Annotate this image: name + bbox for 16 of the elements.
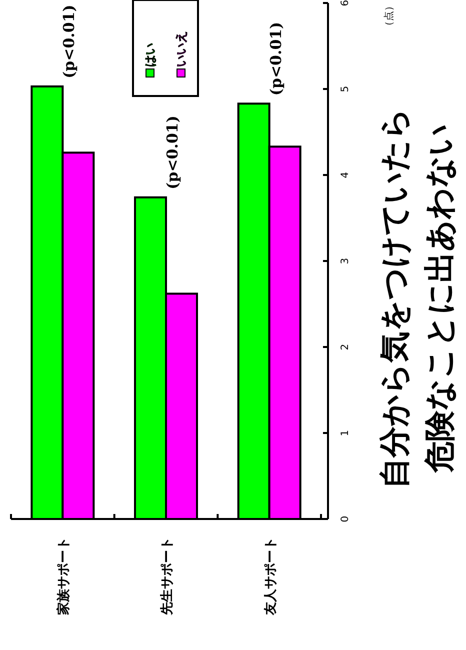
y-tick-label: 5 [340,86,351,92]
x-tick-label: 家族サポート [56,537,72,616]
legend: はい いいえ [132,0,199,97]
y-tick-label: 0 [340,516,351,522]
y-tick-label: 2 [340,344,351,350]
y-tick-label: 6 [340,0,351,6]
annotation: (p<0.01) [266,22,285,96]
y-tick-label: 3 [340,258,351,264]
y-axis-title: （点） [383,1,395,31]
x-tick-label: 友人サポート [263,537,278,616]
y-tick-label: 4 [340,172,351,178]
y-tick-label: 1 [340,430,351,436]
annotation: (p<0.01) [164,116,182,190]
text: 自分から気をつけていたら危険なことに出あわない [377,108,458,488]
annotation: (p<0.01) [60,4,78,78]
x-tick-label: 先生サポート [160,537,175,616]
